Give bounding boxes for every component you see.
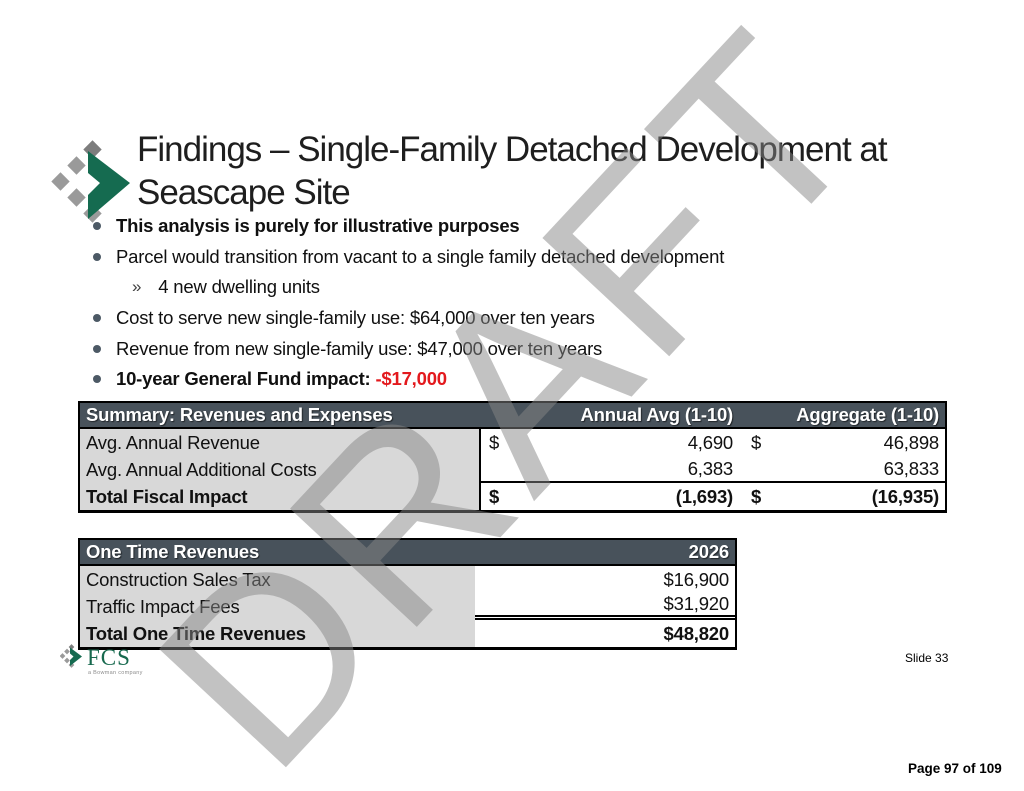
bullet-parcel-transition: Parcel would transition from vacant to a… <box>90 246 850 268</box>
currency-symbol: $ <box>751 431 762 453</box>
summary-revenues-expenses-table: Summary: Revenues and Expenses Annual Av… <box>78 401 947 513</box>
fund-impact-label: 10-year General Fund impact: <box>116 368 376 389</box>
row-label: Total One Time Revenues <box>80 620 475 647</box>
table-row: Traffic Impact Fees $31,920 <box>80 593 735 620</box>
currency-symbol: $ <box>751 485 762 507</box>
year-value-cell: $31,920 <box>475 593 735 620</box>
page-title-line1: Findings – Single-Family Detached Develo… <box>137 130 888 169</box>
fcs-diamond-arrow-icon <box>60 644 82 668</box>
fund-impact-negative-value: -$17,000 <box>375 368 447 389</box>
bullet-illustrative: This analysis is purely for illustrative… <box>90 215 850 237</box>
col-header-annual-avg: Annual Avg (1-10) <box>580 404 734 425</box>
aggregate-cell: $ 46,898 <box>739 429 945 456</box>
slide-number-label: Slide 33 <box>905 651 949 665</box>
row-label: Avg. Annual Additional Costs <box>80 456 479 483</box>
bullet-text: Revenue from new single-family use: $47,… <box>116 337 603 359</box>
page-title: Findings – Single-Family Detached Develo… <box>137 128 967 214</box>
bullet-text: This analysis is purely for illustrative… <box>116 215 520 236</box>
brand-diamond-arrow-icon <box>50 137 138 230</box>
summary-table-title: Summary: Revenues and Expenses <box>86 404 393 425</box>
findings-bullet-list: This analysis is purely for illustrative… <box>90 215 850 399</box>
currency-symbol: $ <box>489 431 500 453</box>
annual-avg-cell: $ (1,693) <box>479 483 739 510</box>
bullet-fund-impact: 10-year General Fund impact: -$17,000 <box>90 368 850 390</box>
one-time-revenues-table: One Time Revenues 2026 Construction Sale… <box>78 538 737 650</box>
fcs-logo-tagline: a Bowman company <box>88 670 143 676</box>
cell-value: 63,833 <box>883 457 940 479</box>
bullet-dot-icon <box>93 252 101 261</box>
cell-value: (16,935) <box>871 485 940 507</box>
cell-value: (1,693) <box>675 485 733 507</box>
one-time-table-title: One Time Revenues <box>86 541 260 562</box>
subbullet-dwelling-units: » 4 new dwelling units <box>132 276 850 298</box>
row-label: Avg. Annual Revenue <box>80 429 479 456</box>
guillemet-marker-icon: » <box>132 277 142 296</box>
one-time-table-header-row: One Time Revenues 2026 <box>80 540 735 566</box>
year-value-cell: $16,900 <box>663 568 730 590</box>
bullet-text: Cost to serve new single-family use: $64… <box>116 307 595 328</box>
row-label: Traffic Impact Fees <box>80 593 475 620</box>
year-value-cell: $48,820 <box>663 622 730 644</box>
bullet-text: 10-year General Fund impact: -$17,000 <box>116 368 447 390</box>
fcs-footer-logo: FCS a Bowman company <box>60 644 143 676</box>
bullet-dot-icon <box>93 314 101 322</box>
aggregate-cell: $ (16,935) <box>739 483 945 510</box>
page-title-line2: Seascape Site <box>137 173 351 213</box>
aggregate-cell: 63,833 <box>739 456 945 483</box>
bullet-revenue: Revenue from new single-family use: $47,… <box>90 338 850 360</box>
annual-avg-cell: $ 4,690 <box>479 429 739 456</box>
cell-value: 4,690 <box>687 431 733 453</box>
col-header-2026: 2026 <box>688 541 730 562</box>
bullet-dot-icon <box>93 344 101 353</box>
summary-table-header-row: Summary: Revenues and Expenses Annual Av… <box>80 403 945 429</box>
bullet-dot-icon <box>93 222 101 230</box>
bullet-cost-to-serve: Cost to serve new single-family use: $64… <box>90 307 850 329</box>
currency-symbol: $ <box>489 485 500 507</box>
table-total-row: Total Fiscal Impact $ (1,693) $ (16,935) <box>80 483 945 510</box>
table-total-row: Total One Time Revenues $48,820 <box>80 620 735 647</box>
page-number-label: Page 97 of 109 <box>908 761 1002 776</box>
row-label: Total Fiscal Impact <box>80 483 479 510</box>
bullet-text: 4 new dwelling units <box>158 276 320 297</box>
cell-value: 6,383 <box>687 457 733 479</box>
annual-avg-cell: 6,383 <box>479 456 739 483</box>
fcs-logo-text: FCS <box>87 645 131 670</box>
table-row: Avg. Annual Revenue $ 4,690 $ 46,898 <box>80 429 945 456</box>
col-header-aggregate: Aggregate (1-10) <box>796 404 939 425</box>
table-row: Avg. Annual Additional Costs 6,383 63,83… <box>80 456 945 483</box>
bullet-text: Parcel would transition from vacant to a… <box>116 245 725 267</box>
cell-value: 46,898 <box>883 431 940 453</box>
row-label: Construction Sales Tax <box>80 566 475 593</box>
bullet-dot-icon <box>93 375 101 383</box>
table-row: Construction Sales Tax $16,900 <box>80 566 735 593</box>
